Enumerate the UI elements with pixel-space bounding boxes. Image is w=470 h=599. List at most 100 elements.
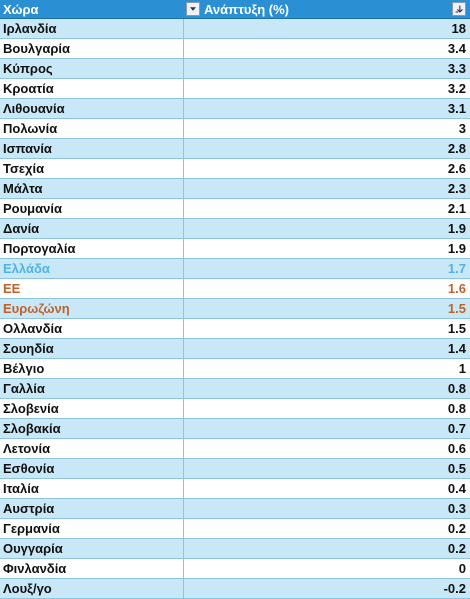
country-cell: Γερμανία: [0, 519, 184, 538]
country-name: Μάλτα: [3, 181, 43, 196]
table-row: Εσθονία 0.5: [0, 459, 470, 479]
table-row: Λουξ/γο -0.2: [0, 579, 470, 599]
table-row: Σλοβενία 0.8: [0, 399, 470, 419]
value-cell: 1.9: [184, 219, 470, 238]
header-text: Χώρα: [3, 1, 39, 17]
value-cell: 1.9: [184, 239, 470, 258]
country-cell: Βέλγιο: [0, 359, 184, 378]
growth-value: 0.3: [447, 501, 466, 516]
growth-value: 2.3: [447, 181, 466, 196]
country-cell: Λετονία: [0, 439, 184, 458]
table-row: Ευρωζώνη 1.5: [0, 299, 470, 319]
header-cell: Ανάπτυξη (%): [184, 0, 470, 18]
growth-value: 2.1: [447, 201, 466, 216]
country-name: Ελλάδα: [3, 261, 50, 276]
value-cell: 0.8: [184, 399, 470, 418]
country-name: Δανία: [3, 221, 40, 236]
value-cell: 2.6: [184, 159, 470, 178]
country-name: Ισπανία: [3, 141, 52, 156]
growth-value: 18: [451, 21, 466, 36]
growth-value: 3: [458, 121, 466, 136]
table-row: Ισπανία 2.8: [0, 139, 470, 159]
table-row: Γερμανία 0.2: [0, 519, 470, 539]
country-name: ΕΕ: [3, 281, 21, 296]
country-cell: Μάλτα: [0, 179, 184, 198]
value-cell: 0.5: [184, 459, 470, 478]
value-cell: 3.4: [184, 39, 470, 58]
growth-value: 2.8: [447, 141, 466, 156]
table-row: Ελλάδα 1.7: [0, 259, 470, 279]
growth-value: 3.2: [447, 81, 466, 96]
growth-value: 3.4: [447, 41, 466, 56]
growth-value: 3.3: [447, 61, 466, 76]
country-name: Εσθονία: [3, 461, 55, 476]
value-cell: 3.1: [184, 99, 470, 118]
country-name: Ολλανδία: [3, 321, 63, 336]
table-row: Λετονία 0.6: [0, 439, 470, 459]
country-cell: Φινλανδία: [0, 559, 184, 578]
value-cell: -0.2: [184, 579, 470, 598]
country-name: Φινλανδία: [3, 561, 67, 576]
value-cell: 2.3: [184, 179, 470, 198]
table-row: Ιταλία 0.4: [0, 479, 470, 499]
growth-value: 0.7: [447, 421, 466, 436]
country-cell: Γαλλία: [0, 379, 184, 398]
table-row: Φινλανδία 0: [0, 559, 470, 579]
growth-value: 1.6: [447, 281, 466, 296]
filter-button[interactable]: [186, 2, 200, 16]
table-row: Ιρλανδία 18: [0, 19, 470, 39]
country-name: Σλοβακία: [3, 421, 61, 436]
country-cell: Ευρωζώνη: [0, 299, 184, 318]
growth-value: 0.8: [447, 401, 466, 416]
growth-value: 1.5: [447, 321, 466, 336]
country-cell: Πορτογαλία: [0, 239, 184, 258]
value-cell: 0: [184, 559, 470, 578]
country-name: Ευρωζώνη: [3, 301, 70, 316]
growth-value: 1.9: [447, 221, 466, 236]
table-row: Τσεχία 2.6: [0, 159, 470, 179]
table-row: Πορτογαλία 1.9: [0, 239, 470, 259]
value-cell: 1.5: [184, 319, 470, 338]
country-name: Σουηδία: [3, 341, 54, 356]
country-cell: Ελλάδα: [0, 259, 184, 278]
header-text: Ανάπτυξη (%): [204, 1, 290, 17]
country-cell: Ιταλία: [0, 479, 184, 498]
growth-value: 0.5: [447, 461, 466, 476]
value-cell: 0.7: [184, 419, 470, 438]
country-cell: Ουγγαρία: [0, 539, 184, 558]
growth-value: 1: [458, 361, 466, 376]
country-name: Πολωνία: [3, 121, 58, 136]
country-cell: Λιθουανία: [0, 99, 184, 118]
country-cell: Σουηδία: [0, 339, 184, 358]
country-name: Κύπρος: [3, 61, 53, 76]
value-cell: 2.8: [184, 139, 470, 158]
growth-value: 0.8: [447, 381, 466, 396]
sort-button[interactable]: [452, 2, 466, 16]
country-name: Γαλλία: [3, 381, 45, 396]
table-row: Λιθουανία 3.1: [0, 99, 470, 119]
table-row: Κύπρος 3.3: [0, 59, 470, 79]
country-name: Γερμανία: [3, 521, 60, 536]
growth-value: 1.9: [447, 241, 466, 256]
country-name: Τσεχία: [3, 161, 45, 176]
value-cell: 1.4: [184, 339, 470, 358]
growth-value: 2.6: [447, 161, 466, 176]
growth-value: 0.2: [447, 541, 466, 556]
table-row: Ρουμανία 2.1: [0, 199, 470, 219]
country-name: Ουγγαρία: [3, 541, 63, 556]
table-row: Αυστρία 0.3: [0, 499, 470, 519]
table-row: Δανία 1.9: [0, 219, 470, 239]
country-cell: Λουξ/γο: [0, 579, 184, 598]
value-cell: 2.1: [184, 199, 470, 218]
growth-value: 0.2: [447, 521, 466, 536]
table-row: ΕΕ 1.6: [0, 279, 470, 299]
value-cell: 0.8: [184, 379, 470, 398]
value-cell: 0.2: [184, 539, 470, 558]
country-cell: Ρουμανία: [0, 199, 184, 218]
value-cell: 0.3: [184, 499, 470, 518]
country-name: Βέλγιο: [3, 361, 45, 376]
table-row: Γαλλία 0.8: [0, 379, 470, 399]
country-cell: Κύπρος: [0, 59, 184, 78]
country-cell: Σλοβενία: [0, 399, 184, 418]
